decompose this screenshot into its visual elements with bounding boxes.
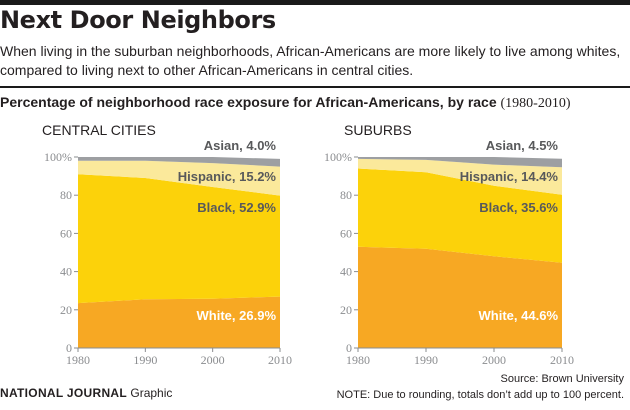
y-tick-label: 20	[340, 303, 352, 317]
panel-title: SUBURBS	[344, 122, 412, 138]
y-tick-label: 60	[340, 226, 352, 240]
annotation-black: Black, 35.6%	[479, 200, 558, 215]
rounding-note: NOTE: Due to rounding, totals don’t add …	[336, 389, 624, 401]
source-note: Source: Brown University	[500, 373, 625, 385]
annotation-hispanic: Hispanic, 15.2%	[178, 169, 277, 184]
area-asian	[78, 157, 280, 167]
panel-title: CENTRAL CITIES	[42, 122, 156, 138]
page-subtitle: When living in the suburban neighborhood…	[0, 43, 621, 78]
area-black	[358, 168, 562, 263]
footer-credit: NATIONAL JOURNAL Graphic	[0, 386, 172, 400]
y-tick-label: 0	[66, 341, 72, 355]
chart-title-main: Percentage of neighborhood race exposure…	[0, 94, 497, 110]
annotation-white: White, 44.6%	[479, 308, 559, 323]
y-tick-label: 100%	[44, 150, 72, 164]
y-tick-label: 60	[60, 226, 72, 240]
y-tick-label: 40	[60, 265, 72, 279]
top-rule	[0, 0, 630, 5]
y-tick-label: 80	[340, 188, 352, 202]
stacked-area-charts: CENTRAL CITIES 0 20 40 60 80 100% 1980 1990 2000 2…	[42, 122, 574, 367]
area-hispanic	[358, 158, 562, 195]
x-tick-label: 1990	[133, 353, 157, 367]
x-tick-label: 2000	[482, 353, 506, 367]
y-tick-label: 100%	[324, 150, 352, 164]
annotation-white: White, 26.9%	[197, 308, 277, 323]
x-tick-label: 1980	[66, 353, 90, 367]
area-hispanic	[78, 160, 280, 196]
y-tick-label: 40	[340, 265, 352, 279]
y-tick-label: 0	[346, 341, 352, 355]
area-black	[78, 174, 280, 304]
chart-title: Percentage of neighborhood race exposure…	[0, 94, 571, 112]
annotation-black: Black, 52.9%	[197, 200, 276, 215]
x-tick-label: 2010	[550, 353, 574, 367]
brand-name: NATIONAL JOURNAL	[0, 386, 128, 400]
chart-panel-1: SUBURBS 0 20 40 60 80 100% 1980 1990 2000 2010 Asia…	[324, 122, 574, 367]
y-tick-label: 20	[60, 303, 72, 317]
annotation-asian: Asian, 4.5%	[486, 138, 559, 153]
section-rule	[0, 86, 630, 88]
brand-suffix: Graphic	[130, 386, 173, 400]
y-tick-label: 80	[60, 188, 72, 202]
page-title: Next Door Neighbors	[0, 6, 276, 34]
x-tick-label: 2000	[201, 353, 225, 367]
area-asian	[358, 157, 562, 168]
annotation-asian: Asian, 4.0%	[204, 138, 277, 153]
chart-title-years: (1980-2010)	[500, 96, 571, 111]
annotation-hispanic: Hispanic, 14.4%	[460, 169, 559, 184]
area-white	[358, 246, 562, 348]
x-tick-label: 1980	[346, 353, 370, 367]
area-white	[78, 296, 280, 348]
x-tick-label: 2010	[268, 353, 292, 367]
chart-panel-0: CENTRAL CITIES 0 20 40 60 80 100% 1980 1990 2000 2…	[42, 122, 292, 367]
x-tick-label: 1990	[414, 353, 438, 367]
